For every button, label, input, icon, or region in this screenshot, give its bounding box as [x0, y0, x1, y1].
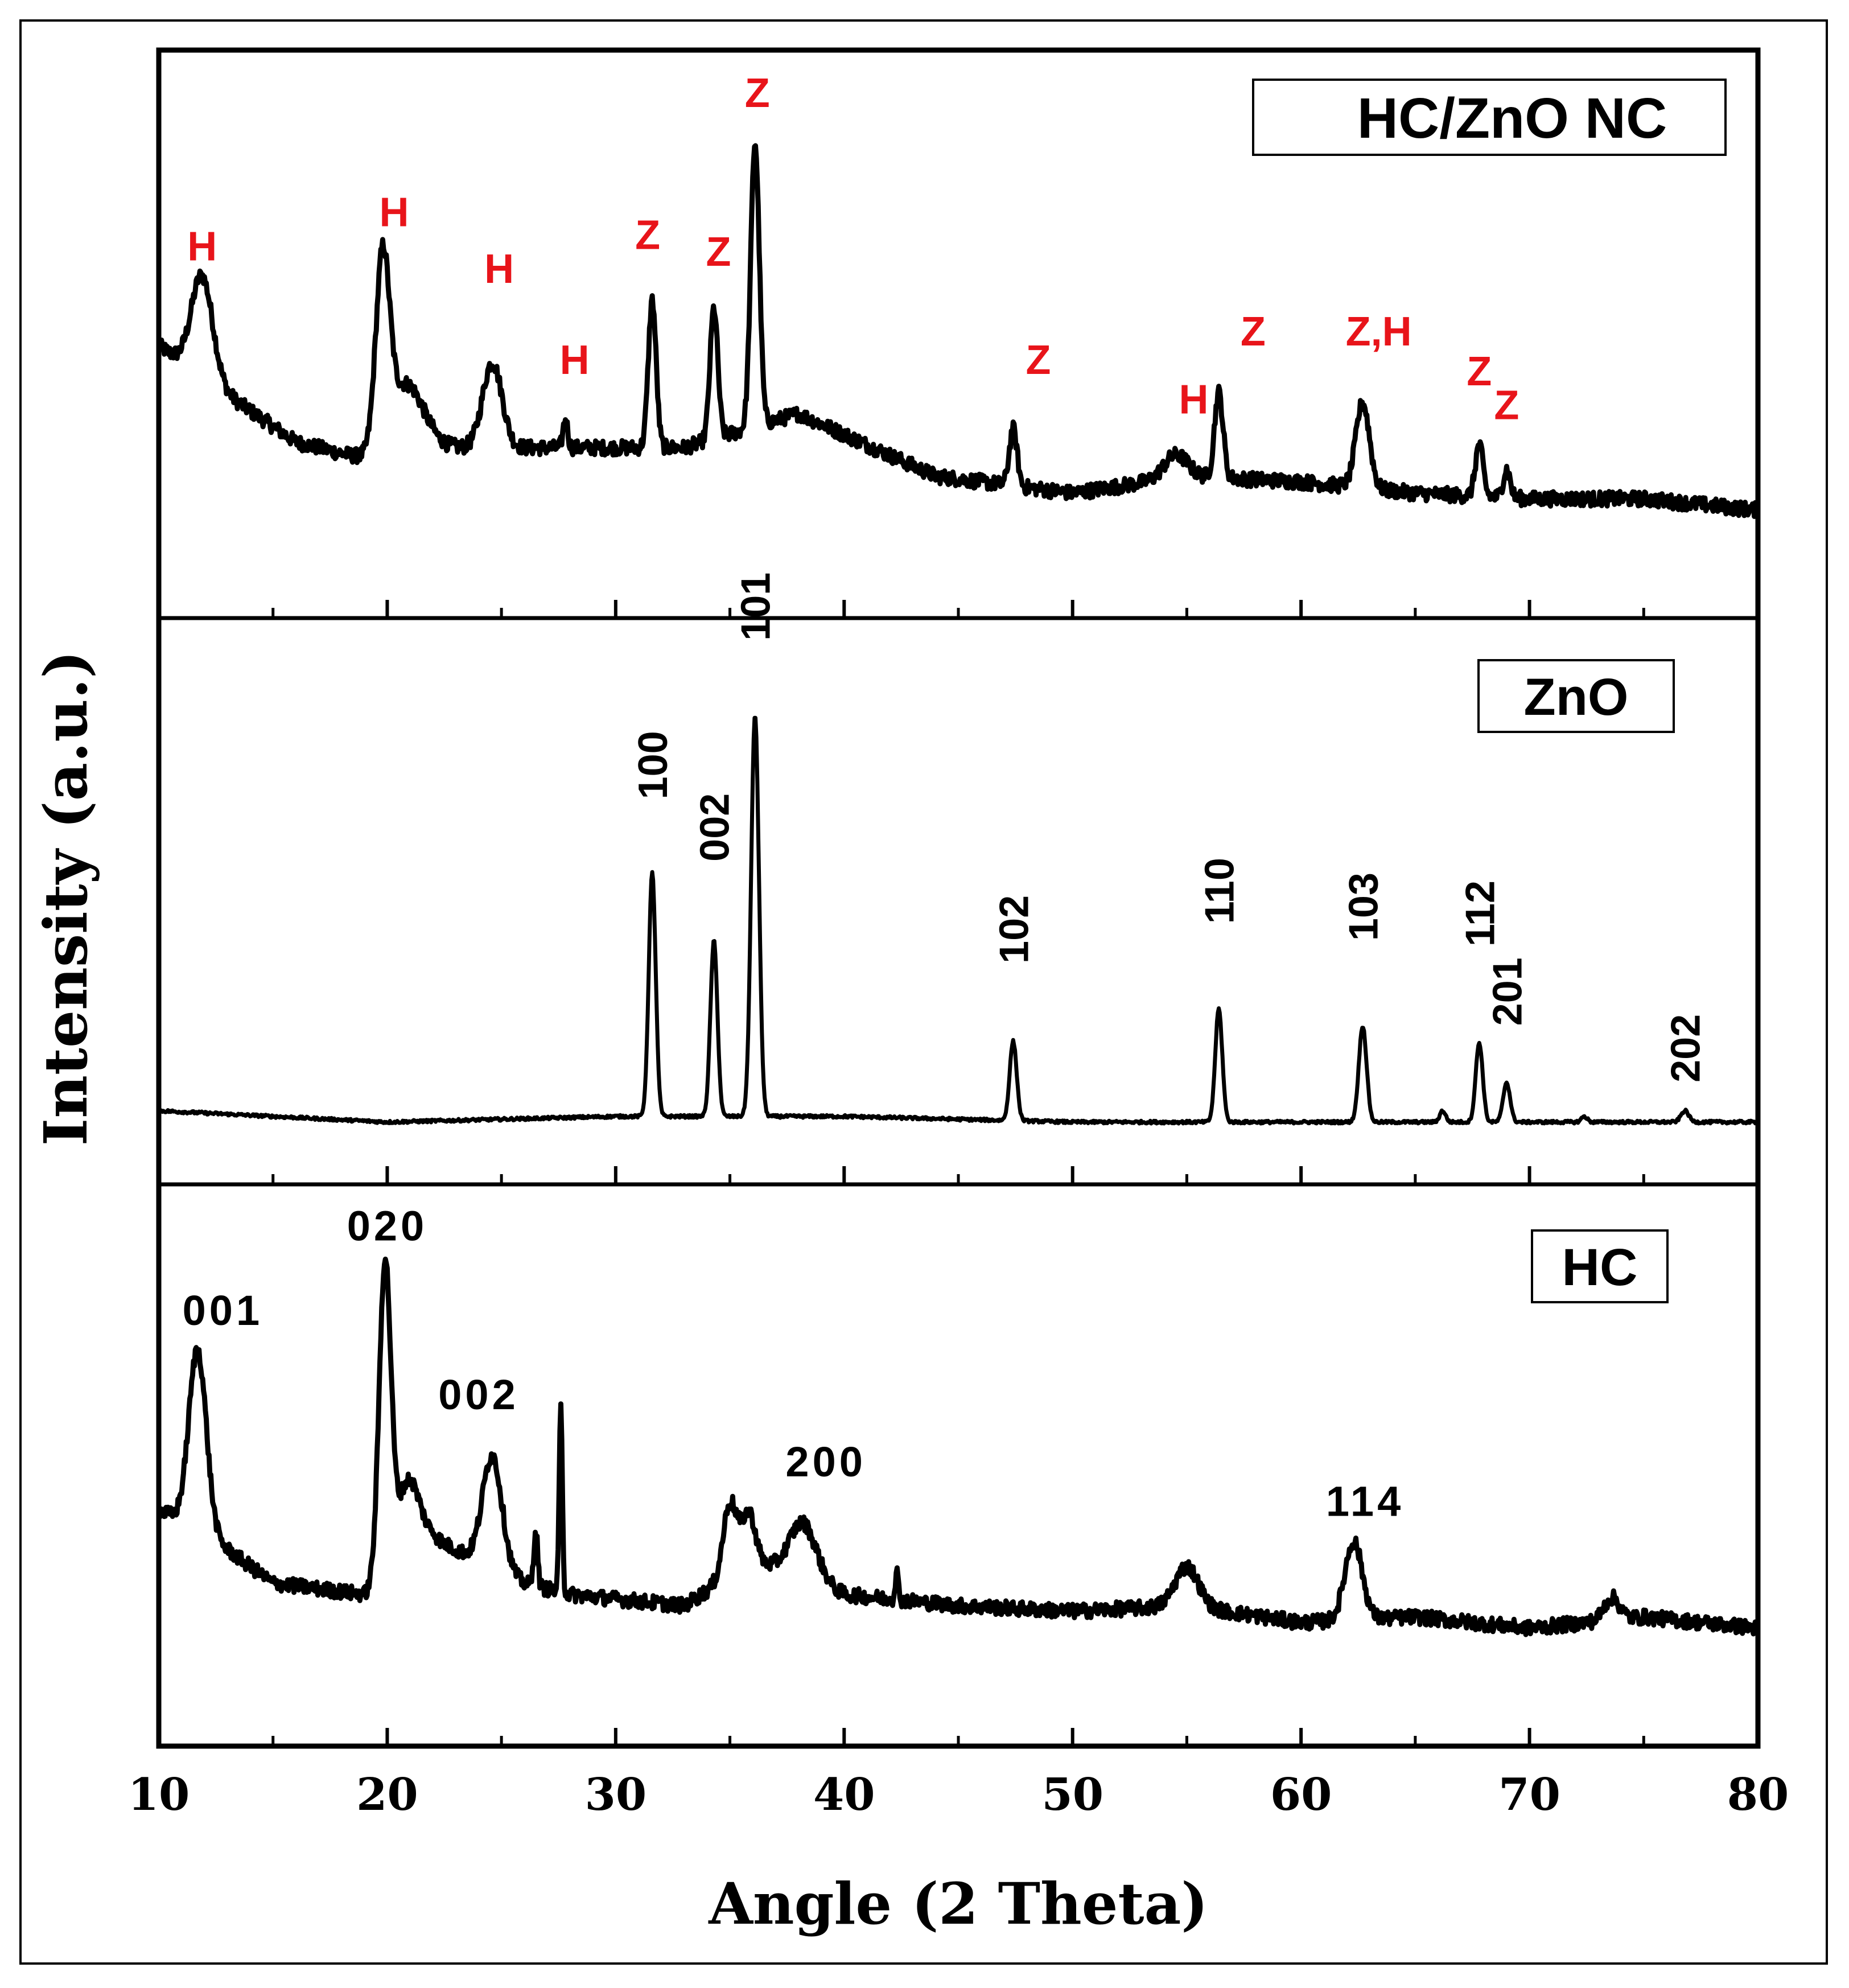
peak-label: Z	[1494, 383, 1519, 429]
legend-label: HC/ZnO NC	[1357, 87, 1667, 150]
legend-box	[1477, 659, 1675, 733]
trace-hc-zno-nc	[156, 143, 1761, 520]
legend-label: ZnO	[1524, 668, 1629, 726]
peak-label: Z	[1467, 349, 1492, 394]
x-tick-label: 80	[1727, 1769, 1789, 1821]
legend-label: HC	[1562, 1238, 1638, 1296]
peak-label: H	[379, 190, 409, 235]
peak-label: 202	[1663, 1014, 1709, 1083]
peak-label: 002	[692, 793, 738, 862]
x-tick-label: 70	[1498, 1769, 1560, 1821]
y-axis-label: Intensity (a.u.)	[31, 651, 101, 1146]
peak-label: 103	[1341, 872, 1387, 941]
peak-label: 100	[631, 731, 676, 799]
peak-label: Z	[745, 71, 770, 116]
x-tick-label: 40	[813, 1769, 875, 1821]
peak-label: Z	[1241, 309, 1266, 355]
figure-border	[19, 19, 1828, 1965]
peak-label: H	[187, 224, 217, 269]
peak-label: H	[484, 246, 514, 292]
peak-label: Z,H	[1346, 309, 1412, 355]
trace-zno	[157, 715, 1760, 1126]
peak-label: 112	[1457, 880, 1503, 946]
peak-label: 020	[347, 1203, 427, 1250]
x-tick-label: 50	[1041, 1769, 1103, 1821]
peak-label: H	[560, 337, 590, 383]
peak-label: 200	[785, 1438, 866, 1485]
peak-label: 002	[438, 1371, 518, 1418]
x-tick-label: 20	[356, 1769, 418, 1821]
x-tick-label: 10	[128, 1769, 190, 1821]
x-axis-label: Angle (2 Theta)	[708, 1870, 1208, 1937]
peak-label: Z	[635, 212, 660, 258]
x-tick-label: 60	[1270, 1769, 1332, 1821]
peak-label: 101	[734, 573, 779, 641]
peak-label: 102	[991, 895, 1037, 964]
peak-label: Z	[1026, 337, 1051, 383]
peak-label: 201	[1485, 957, 1530, 1026]
trace-hc	[157, 1256, 1761, 1637]
peak-label: 114	[1326, 1477, 1404, 1525]
peak-label: H	[1179, 377, 1208, 423]
peak-label: Z	[706, 229, 731, 275]
xrd-traces	[156, 143, 1761, 1637]
x-tick-label: 30	[585, 1769, 647, 1821]
x-ticks: 10 20 30 40 50 60 70 80	[128, 600, 1789, 1821]
legend-box	[1252, 79, 1727, 156]
peak-label: 110	[1197, 858, 1243, 924]
legend-box	[1531, 1229, 1669, 1303]
peak-label: 001	[183, 1287, 263, 1334]
panel-legends: HC/ZnO NC ZnO HC	[1252, 79, 1727, 1303]
